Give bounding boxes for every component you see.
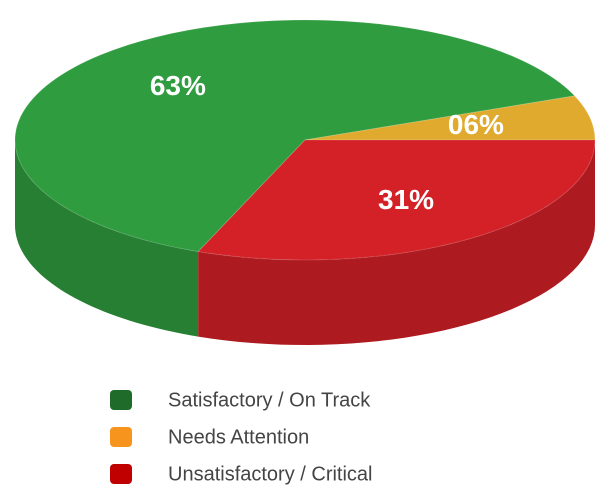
data-label: 31% xyxy=(378,184,434,215)
slice-side-shade xyxy=(15,140,199,337)
legend-swatch xyxy=(110,427,132,447)
data-label: 63% xyxy=(150,70,206,101)
legend-label: Unsatisfactory / Critical xyxy=(168,463,373,485)
legend-swatch xyxy=(110,464,132,484)
slice xyxy=(197,139,596,261)
legend-label: Needs Attention xyxy=(168,426,309,448)
slice-side-shade xyxy=(198,140,595,345)
slice-side xyxy=(15,140,199,337)
slice-side xyxy=(198,140,595,345)
slice xyxy=(304,95,596,141)
legend-label: Satisfactory / On Track xyxy=(168,389,371,411)
legend-swatch xyxy=(110,390,132,410)
data-label: 06% xyxy=(448,109,504,140)
slice xyxy=(14,19,576,253)
